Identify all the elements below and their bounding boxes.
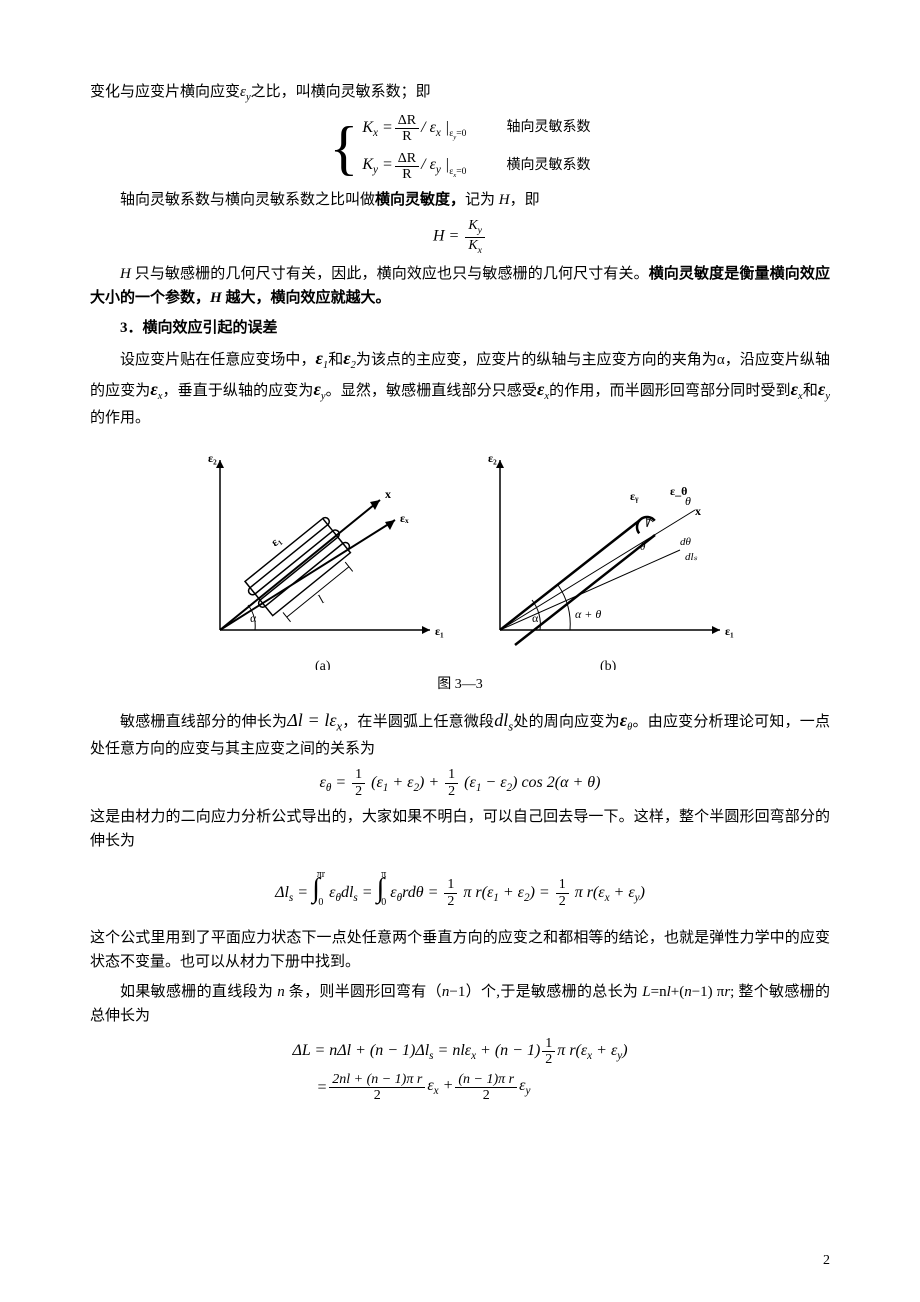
eq-2: H = Ky Kx <box>90 218 830 256</box>
eq-4: Δls = ∫πr0 εθdls = ∫π0 εθrdθ = 12 π r(ε1… <box>90 867 830 912</box>
para-5: 敏感栅直线部分的伸长为Δl = lεx，在半圆弧上任意微段dls处的周向应变为ε… <box>90 706 830 761</box>
svg-text:(b): (b) <box>600 659 617 670</box>
para-8: 如果敏感栅的直线段为 n 条，则半圆形回弯有（n−1）个,于是敏感栅的总长为 L… <box>90 980 830 1028</box>
eq-5: ΔL = nΔl + (n − 1)Δls = nlεx + (n − 1) 1… <box>90 1034 830 1106</box>
para-3: H 只与敏感栅的几何尺寸有关，因此，横向效应也只与敏感栅的几何尺寸有关。横向灵敏… <box>90 262 830 310</box>
para-1: 变化与应变片横向应变εy之比，叫横向灵敏系数；即 <box>90 80 830 107</box>
eq-3: εθ = 12 (ε1 + ε2) + 12 (ε1 − ε2) cos 2(α… <box>90 767 830 799</box>
svg-text:α: α <box>250 611 257 625</box>
figure-caption: 图 3—3 <box>90 674 830 696</box>
svg-text:x: x <box>695 504 701 518</box>
svg-text:dlₛ: dlₛ <box>685 551 698 563</box>
svg-text:ε₁: ε₁ <box>725 624 734 638</box>
svg-text:α + θ: α + θ <box>575 607 601 621</box>
svg-text:ε₂: ε₂ <box>208 451 217 465</box>
section-3-heading: 3．横向效应引起的误差 <box>90 316 830 340</box>
figure-3-3: ε₁ ε₂ α x εₓ l <box>90 440 830 696</box>
svg-text:ε₁: ε₁ <box>268 533 284 550</box>
svg-text:ε₂: ε₂ <box>488 451 497 465</box>
para-2: 轴向灵敏系数与横向灵敏系数之比叫做横向灵敏度，记为 H，即 <box>90 188 830 212</box>
page-number: 2 <box>823 1250 830 1272</box>
para-4: 设应变片贴在任意应变场中，ε1和ε2为该点的主应变，应变片的纵轴与主应变方向的夹… <box>90 344 830 430</box>
p1-text: 变化与应变片横向应变 <box>90 84 240 100</box>
para-7: 这个公式里用到了平面应力状态下一点处任意两个垂直方向的应变之和都相等的结论，也就… <box>90 926 830 974</box>
svg-text:εₓ: εₓ <box>400 511 409 525</box>
svg-text:dθ: dθ <box>680 536 692 548</box>
svg-text:θ: θ <box>685 494 691 508</box>
para-6: 这是由材力的二向应力分析公式导出的，大家如果不明白，可以自己回去导一下。这样，整… <box>90 805 830 853</box>
svg-text:εᵧ: εᵧ <box>630 489 639 503</box>
eq-1: { Kx = ΔRR / εx |εy=0 轴向灵敏系数 Ky = ΔRR / … <box>90 113 830 183</box>
svg-text:x: x <box>385 487 391 501</box>
svg-text:ε₁: ε₁ <box>435 624 444 638</box>
svg-text:l: l <box>315 592 328 606</box>
svg-text:(a): (a) <box>315 659 331 670</box>
